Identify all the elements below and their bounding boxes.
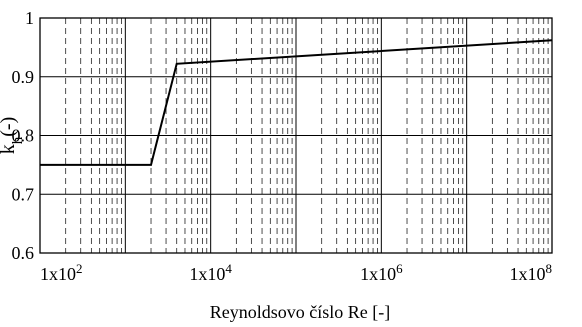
x-tick-base: 1x10: [510, 264, 546, 284]
y-tick-label: 1: [25, 8, 34, 28]
x-axis-ticks: 1x102 1x104 1x106 1x108: [40, 261, 552, 285]
x-axis-label: Reynoldsovo číslo Re [-]: [210, 302, 390, 322]
x-tick-label: 1x106: [360, 261, 403, 285]
y-axis-label: kh(-): [0, 117, 26, 154]
x-tick-base: 1x10: [189, 264, 225, 284]
y-tick-label: 0.9: [12, 67, 35, 87]
x-tick-exponent: 8: [546, 261, 553, 276]
x-tick-label: 1x102: [40, 261, 83, 285]
x-tick-label: 1x108: [510, 261, 553, 285]
y-axis-label-tail: (-): [0, 117, 19, 137]
x-tick-exponent: 4: [225, 261, 232, 276]
x-tick-base: 1x10: [40, 264, 76, 284]
y-axis-label-main: k: [0, 144, 19, 154]
plot-frame: [39, 17, 553, 254]
y-axis-ticks: 0.6 0.7 0.8 0.9 1: [12, 8, 35, 263]
y-tick-label: 0.6: [12, 243, 35, 263]
minor-grid: [65, 18, 549, 253]
series-layer: [40, 39, 553, 166]
x-tick-base: 1x10: [360, 264, 396, 284]
x-tick-exponent: 6: [396, 261, 403, 276]
x-tick-exponent: 2: [76, 261, 83, 276]
y-tick-label: 0.7: [12, 184, 35, 204]
series-line: [40, 39, 553, 166]
y-tick-label: 0.8: [12, 126, 35, 146]
y-axis-label-sub: h: [10, 136, 26, 144]
x-tick-label: 1x104: [189, 261, 232, 285]
